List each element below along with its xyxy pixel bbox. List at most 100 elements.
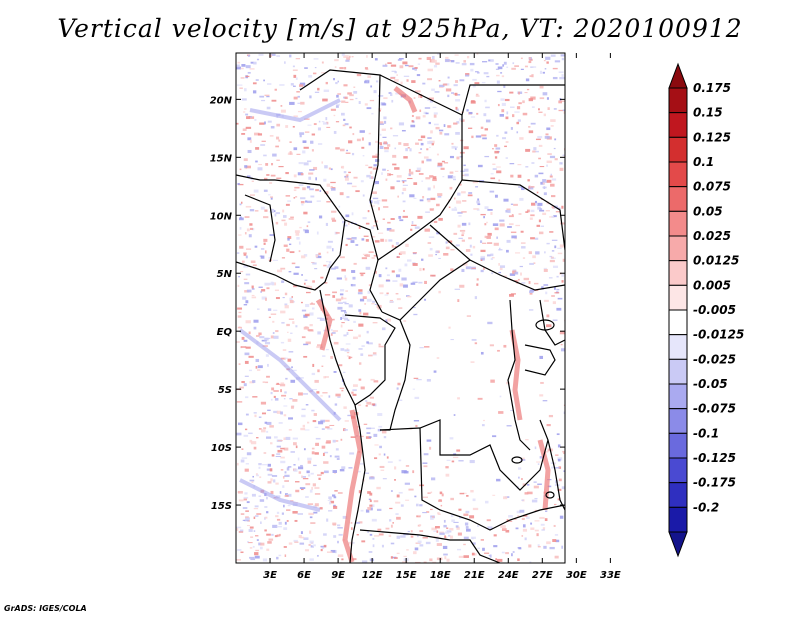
field-speck [263, 427, 267, 430]
field-speck [303, 393, 308, 395]
colorbar-label: -0.0125 [693, 328, 744, 342]
field-speck [498, 249, 503, 251]
field-speck [332, 494, 336, 497]
field-speck [335, 81, 338, 85]
field-speck [316, 345, 322, 349]
field-speck [537, 483, 542, 485]
field-speck [498, 179, 501, 182]
field-speck [482, 61, 488, 63]
field-speck [465, 73, 470, 76]
field-speck [412, 307, 416, 309]
field-speck [349, 98, 354, 101]
field-speck [455, 525, 459, 528]
field-speck [549, 175, 553, 178]
field-speck [341, 322, 345, 324]
field-speck [545, 291, 548, 295]
field-speck [458, 183, 462, 186]
field-speck [471, 267, 476, 269]
field-speck [477, 164, 483, 168]
field-speck [369, 499, 372, 503]
field-speck [251, 288, 255, 290]
field-speck [408, 168, 411, 172]
field-speck [428, 97, 434, 101]
field-speck [496, 478, 501, 482]
field-speck [419, 504, 423, 507]
field-speck [305, 404, 309, 406]
field-speck [411, 120, 414, 123]
field-speck [459, 229, 466, 232]
field-speck [261, 289, 266, 292]
field-speck [307, 474, 311, 477]
field-speck [260, 401, 267, 405]
field-speck [336, 103, 340, 106]
field-speck [344, 303, 349, 305]
field-speck [528, 126, 531, 128]
field-speck [479, 240, 483, 243]
field-speck [280, 105, 283, 107]
field-speck [534, 282, 539, 285]
field-speck [427, 242, 432, 244]
field-speck [398, 491, 403, 494]
field-speck [308, 512, 314, 516]
field-speck [527, 491, 533, 495]
field-speck [563, 411, 565, 415]
colorbar-bin [668, 260, 688, 286]
field-speck [528, 57, 532, 60]
field-speck [245, 516, 249, 518]
field-speck [341, 296, 344, 300]
field-speck [331, 210, 337, 213]
field-speck [437, 53, 441, 55]
field-speck [556, 288, 560, 291]
border-line [244, 194, 276, 263]
field-speck [434, 91, 440, 93]
field-speck [562, 258, 565, 262]
field-speck [329, 499, 332, 501]
field-speck [300, 101, 305, 105]
field-speck [398, 142, 402, 145]
field-speck [281, 219, 286, 222]
field-speck [525, 166, 529, 168]
field-speck [273, 309, 278, 311]
field-speck [495, 68, 500, 70]
field-speck [525, 439, 529, 441]
field-speck [258, 163, 262, 166]
field-speck [400, 251, 406, 255]
field-speck [401, 192, 404, 195]
field-speck [430, 516, 434, 520]
field-speck [305, 341, 311, 345]
field-speck [439, 131, 443, 135]
field-speck [359, 311, 362, 315]
field-speck [344, 349, 350, 352]
field-speck [358, 334, 361, 338]
field-speck [285, 172, 289, 175]
field-speck [309, 303, 315, 305]
field-speck [406, 549, 409, 551]
field-speck [243, 111, 246, 113]
field-speck [461, 268, 465, 273]
field-speck [283, 447, 289, 451]
field-speck [346, 149, 348, 152]
field-speck [458, 237, 463, 239]
field-speck [275, 145, 279, 148]
field-speck [266, 106, 271, 110]
field-speck [283, 437, 286, 441]
field-speck [534, 237, 539, 240]
field-speck [543, 113, 546, 117]
colorbar-bin [668, 210, 688, 237]
field-speck [362, 296, 367, 299]
field-speck [557, 458, 561, 462]
field-speck [239, 168, 242, 171]
field-speck [555, 539, 560, 543]
field-speck [559, 167, 564, 171]
field-speck [311, 451, 315, 455]
field-speck [334, 266, 339, 269]
field-speck [267, 481, 272, 484]
field-speck [321, 445, 326, 449]
field-speck [525, 211, 529, 213]
field-speck [248, 542, 253, 544]
field-speck [347, 319, 350, 321]
field-speck [557, 252, 563, 255]
field-speck [368, 251, 374, 253]
field-speck [236, 528, 239, 531]
field-speck [469, 244, 472, 248]
